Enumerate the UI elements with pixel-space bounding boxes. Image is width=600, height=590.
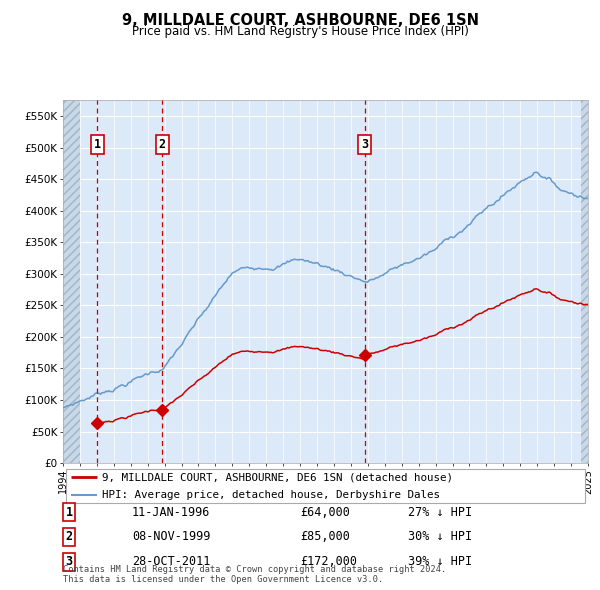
- FancyBboxPatch shape: [65, 469, 586, 503]
- Text: 1: 1: [94, 138, 101, 151]
- Text: 9, MILLDALE COURT, ASHBOURNE, DE6 1SN (detached house): 9, MILLDALE COURT, ASHBOURNE, DE6 1SN (d…: [103, 472, 454, 482]
- Bar: [63, 100, 80, 463]
- Text: HPI: Average price, detached house, Derbyshire Dales: HPI: Average price, detached house, Derb…: [103, 490, 440, 500]
- Bar: [581, 100, 588, 463]
- Text: 27% ↓ HPI: 27% ↓ HPI: [408, 506, 472, 519]
- Text: £172,000: £172,000: [300, 555, 357, 568]
- Text: 30% ↓ HPI: 30% ↓ HPI: [408, 530, 472, 543]
- Text: 28-OCT-2011: 28-OCT-2011: [132, 555, 211, 568]
- Text: 3: 3: [65, 555, 73, 568]
- Bar: [581, 100, 588, 463]
- Text: 08-NOV-1999: 08-NOV-1999: [132, 530, 211, 543]
- Text: Price paid vs. HM Land Registry's House Price Index (HPI): Price paid vs. HM Land Registry's House …: [131, 25, 469, 38]
- Text: £64,000: £64,000: [300, 506, 350, 519]
- Text: £85,000: £85,000: [300, 530, 350, 543]
- Text: 11-JAN-1996: 11-JAN-1996: [132, 506, 211, 519]
- Text: 3: 3: [361, 138, 368, 151]
- Text: 2: 2: [65, 530, 73, 543]
- Text: 2: 2: [158, 138, 166, 151]
- Text: 1: 1: [65, 506, 73, 519]
- Text: 9, MILLDALE COURT, ASHBOURNE, DE6 1SN: 9, MILLDALE COURT, ASHBOURNE, DE6 1SN: [121, 13, 479, 28]
- Text: 39% ↓ HPI: 39% ↓ HPI: [408, 555, 472, 568]
- Text: Contains HM Land Registry data © Crown copyright and database right 2024.
This d: Contains HM Land Registry data © Crown c…: [63, 565, 446, 584]
- Bar: [63, 100, 80, 463]
